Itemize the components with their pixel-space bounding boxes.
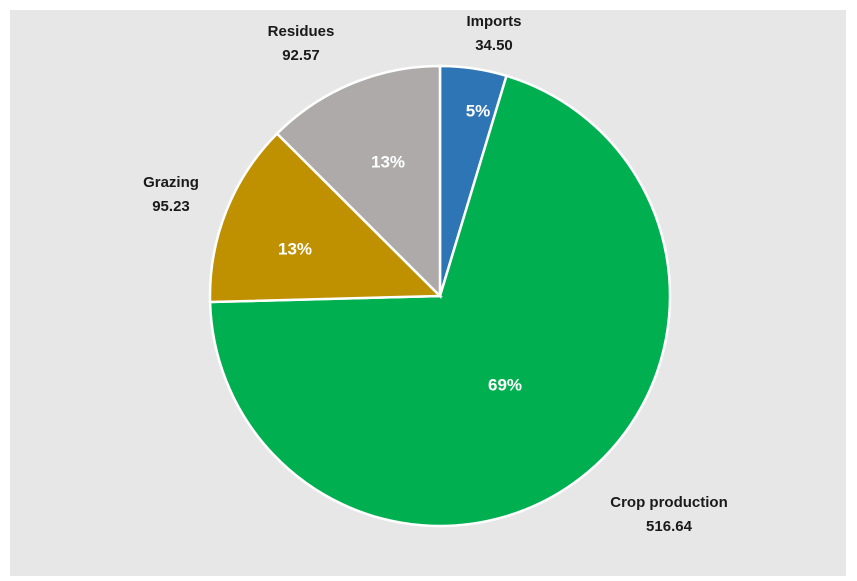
category-label: Imports [466, 13, 521, 30]
pie-slice [208, 131, 443, 304]
value-label: 95.23 [152, 198, 190, 215]
percent-label: 69% [488, 375, 522, 394]
category-label: Grazing [143, 174, 199, 191]
percent-label: 13% [371, 152, 405, 171]
pie-slice [208, 74, 672, 528]
percent-label: 5% [466, 101, 491, 120]
percent-label: 13% [278, 239, 312, 258]
value-label: 516.64 [646, 518, 693, 535]
value-label: 34.50 [475, 37, 513, 54]
category-label: Residues [268, 23, 335, 40]
category-label: Crop production [610, 494, 727, 511]
pie-slice [275, 64, 442, 300]
value-label: 92.57 [282, 47, 320, 64]
